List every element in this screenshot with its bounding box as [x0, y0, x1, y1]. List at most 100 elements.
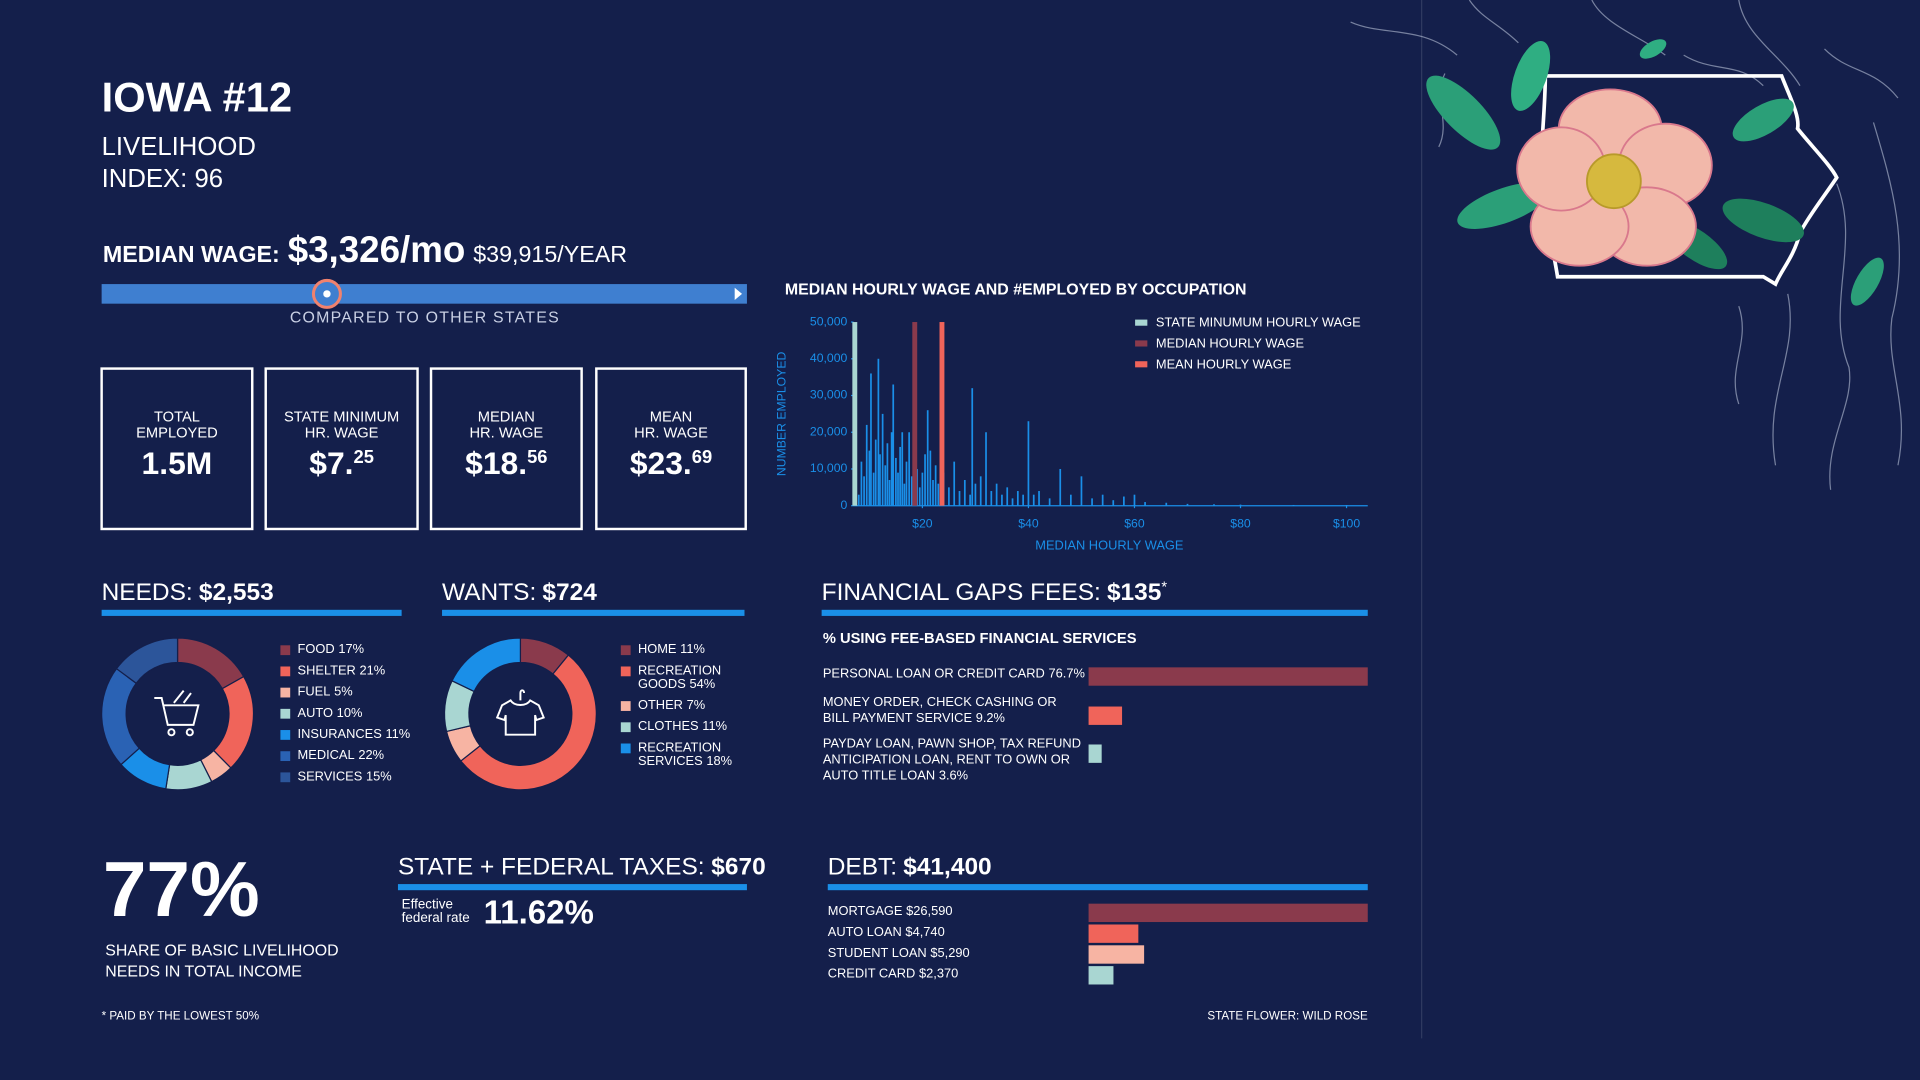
median-wage: MEDIAN WAGE: $3,326/mo $39,915/YEAR	[103, 229, 627, 270]
legend-label-line: RECREATION	[638, 740, 721, 755]
stat-value-sup: 69	[692, 446, 712, 467]
cart-goods	[173, 690, 192, 704]
section-total: $724	[542, 579, 597, 606]
comparison-caption: COMPARED TO OTHER STATES	[290, 310, 560, 327]
legend-swatch	[620, 701, 631, 711]
stat-label: MEDIAN	[478, 409, 535, 425]
donut-segment	[459, 654, 597, 791]
wild-rose	[1516, 88, 1713, 267]
median-wage-label: MEDIAN WAGE:	[103, 241, 280, 267]
bar-label: STUDENT LOAN $5,290	[828, 945, 970, 960]
shirt-icon	[495, 689, 545, 736]
river	[1824, 48, 1899, 99]
x-tick-label: $60	[1124, 516, 1145, 530]
hanger	[519, 689, 526, 701]
cart-wheel	[185, 728, 194, 737]
spike	[888, 480, 891, 506]
spike	[1016, 491, 1019, 506]
comparison-bar	[101, 284, 747, 304]
spike	[934, 465, 937, 506]
legend-label-line: INSURANCES	[298, 726, 382, 741]
spike	[903, 483, 906, 506]
reference-line	[939, 322, 945, 506]
legend-label-value: 54%	[689, 676, 715, 691]
spike	[926, 410, 929, 506]
legend-label: RECREATION SERVICES 18%	[638, 740, 732, 768]
y-axis-label: NUMBER EMPLOYED	[775, 352, 789, 477]
share-value: 77%	[103, 845, 260, 933]
leaf	[1511, 40, 1551, 111]
section-total-note: *	[1161, 579, 1167, 595]
spike	[1345, 504, 1348, 506]
legend-swatch	[620, 645, 631, 656]
subtitle: LIVELIHOOD	[102, 133, 256, 161]
rate-label: Effective	[402, 896, 453, 911]
spike	[979, 476, 982, 506]
stat-label: HR. WAGE	[634, 425, 708, 441]
bar-label-value: $4,740	[905, 924, 944, 939]
bar-label-value: $5,290	[930, 945, 969, 960]
section-total: $41,400	[903, 853, 991, 880]
spike	[921, 472, 924, 506]
median-wage-yearly: $39,915/YEAR	[473, 241, 627, 267]
spike	[1112, 500, 1115, 506]
legend-swatch	[280, 645, 291, 656]
stat-label: EMPLOYED	[136, 425, 218, 441]
y-tick-label: 50,000	[810, 314, 848, 328]
taxes-amount: $670	[711, 853, 765, 880]
underline	[821, 609, 1368, 616]
spike	[872, 472, 875, 506]
legend-label-line: SERVICES	[298, 769, 363, 784]
spike	[1006, 487, 1009, 506]
x-axis-label: MEDIAN HOURLY WAGE	[1035, 538, 1184, 553]
bar-label-line: MONEY ORDER, CHECK CASHING OR	[823, 694, 1057, 709]
stat-value: $23.69	[630, 445, 712, 481]
spike	[1001, 494, 1003, 506]
x-tick-label: $80	[1230, 516, 1251, 530]
legend-label-value: 10%	[337, 705, 363, 720]
stat-value: $18.56	[465, 445, 547, 481]
legend-label: FOOD 17%	[298, 642, 365, 657]
bar-label-line: AUTO LOAN	[828, 924, 902, 939]
river	[1872, 122, 1903, 466]
stat-value-main: $18.	[465, 445, 527, 481]
section-title: FINANCIAL GAPS FEES:	[822, 579, 1101, 606]
spike	[890, 432, 893, 506]
spike	[1213, 504, 1215, 506]
shirt	[495, 699, 545, 736]
stat-value-main: 1.5M	[142, 445, 213, 481]
legend-swatch	[280, 687, 291, 698]
legend-label-line: SERVICES	[638, 753, 703, 768]
spike	[1133, 494, 1136, 506]
spike	[932, 480, 934, 506]
bar-label-line: CREDIT CARD	[828, 966, 916, 981]
stat-value-sup: 25	[354, 446, 374, 467]
reference-line	[912, 322, 918, 506]
section-total: $135	[1107, 579, 1161, 606]
underline	[442, 609, 745, 616]
legend-label-line: OTHER	[638, 697, 683, 712]
bar	[1088, 903, 1368, 923]
spike	[905, 461, 908, 506]
river	[1734, 305, 1743, 405]
spike	[1165, 502, 1168, 506]
chart-title: MEDIAN HOURLY WAGE AND #EMPLOYED BY OCCU…	[785, 281, 1247, 298]
leaf	[1639, 39, 1667, 59]
legend-label-line: SHELTER	[298, 663, 356, 678]
state-marker-dot	[323, 290, 331, 298]
river	[1738, 0, 1801, 87]
spike	[929, 450, 932, 506]
spike	[1101, 494, 1104, 506]
bar-label-value: 76.7%	[1048, 666, 1084, 681]
stat-card	[264, 367, 419, 531]
spike	[958, 491, 961, 506]
legend-label: HOME 11%	[638, 642, 705, 657]
legend-label-value: 18%	[706, 753, 732, 768]
legend-label: OTHER 7%	[638, 697, 705, 712]
stat-label: MEAN	[650, 409, 692, 425]
spike	[857, 494, 860, 506]
y-tick-label: 10,000	[810, 461, 848, 475]
cart-body	[154, 696, 200, 726]
stat-label: TOTAL	[154, 409, 200, 425]
section-header: WANTS: $724	[442, 579, 597, 606]
